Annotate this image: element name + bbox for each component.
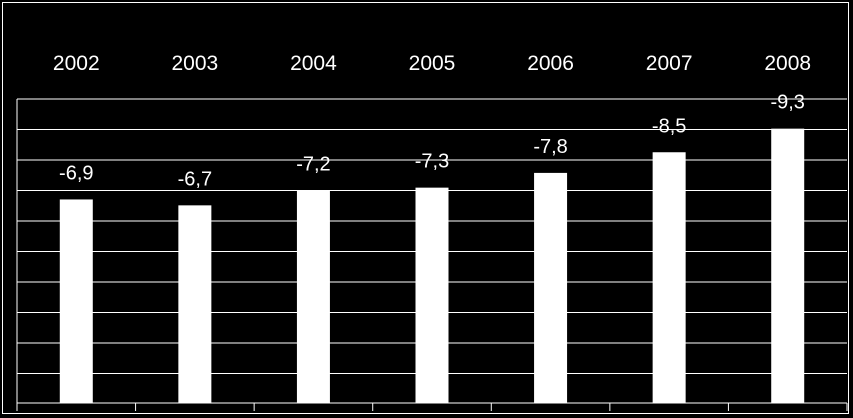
data-label-2002: -6,9 <box>59 162 93 184</box>
category-label-2008: 2008 <box>764 52 811 75</box>
bar-2002 <box>59 199 93 403</box>
bar-2006 <box>534 172 568 403</box>
data-label-2004: -7,2 <box>296 154 330 176</box>
bar-2008 <box>771 128 805 403</box>
data-label-2005: -7,3 <box>415 151 449 173</box>
data-label-2006: -7,8 <box>533 136 567 158</box>
category-label-2004: 2004 <box>290 52 337 75</box>
category-label-2007: 2007 <box>646 52 693 75</box>
category-label-2002: 2002 <box>53 52 100 75</box>
bar-2004 <box>296 190 330 403</box>
data-label-2007: -8,5 <box>652 115 686 137</box>
bar-2003 <box>178 205 212 403</box>
category-label-2005: 2005 <box>409 52 456 75</box>
category-label-2006: 2006 <box>527 52 574 75</box>
data-label-2003: -6,7 <box>178 168 212 190</box>
bar-2005 <box>415 187 449 403</box>
category-label-2003: 2003 <box>171 52 218 75</box>
data-label-2008: -9,3 <box>770 92 804 114</box>
bar-2007 <box>652 152 686 403</box>
